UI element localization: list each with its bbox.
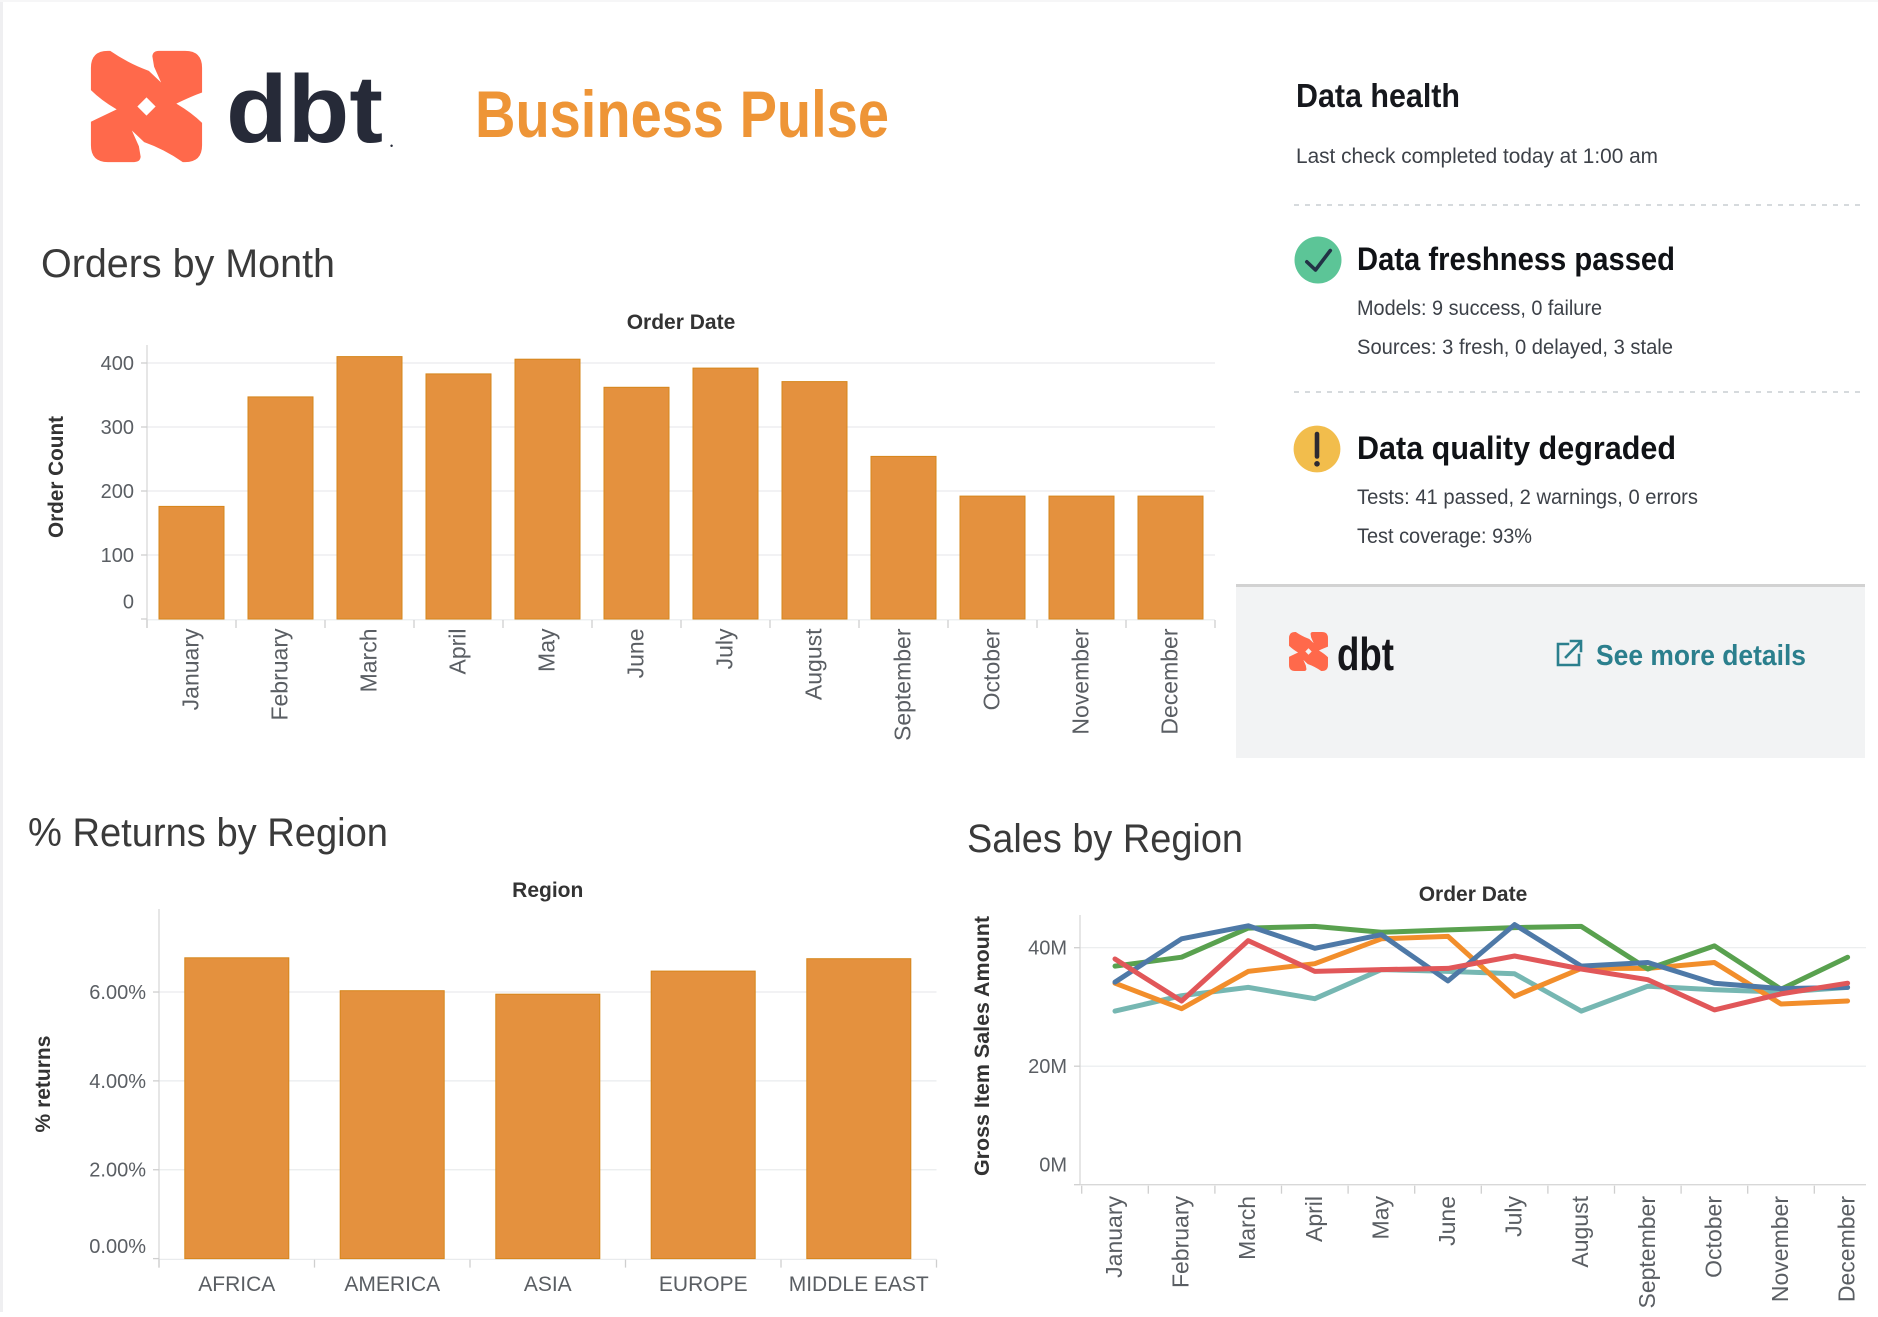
svg-text:AFRICA: AFRICA	[198, 1273, 275, 1296]
svg-text:Data freshness passed: Data freshness passed	[1357, 241, 1675, 277]
svg-text:July: July	[1501, 1196, 1527, 1237]
svg-text:AMERICA: AMERICA	[344, 1273, 440, 1296]
svg-text:See more details: See more details	[1596, 640, 1806, 672]
svg-text:300: 300	[101, 417, 134, 439]
svg-text:MIDDLE EAST: MIDDLE EAST	[789, 1273, 929, 1296]
svg-text:Last check completed today at: Last check completed today at 1:00 am	[1296, 145, 1658, 168]
svg-text:August: August	[801, 628, 827, 700]
svg-text:4.00%: 4.00%	[89, 1071, 146, 1093]
svg-text:•: •	[390, 141, 393, 151]
svg-text:2.00%: 2.00%	[89, 1160, 146, 1182]
svg-text:dbt: dbt	[1337, 628, 1394, 680]
svg-text:December: December	[1157, 628, 1183, 734]
svg-text:February: February	[1168, 1196, 1194, 1289]
svg-text:April: April	[1301, 1196, 1327, 1242]
svg-text:November: November	[1767, 1196, 1793, 1302]
svg-text:February: February	[267, 628, 293, 721]
svg-text:0M: 0M	[1039, 1155, 1067, 1177]
svg-text:ASIA: ASIA	[524, 1273, 572, 1296]
svg-text:6.00%: 6.00%	[89, 982, 146, 1004]
svg-text:September: September	[890, 628, 916, 741]
svg-text:June: June	[623, 629, 649, 679]
svg-text:0.00%: 0.00%	[89, 1236, 146, 1258]
svg-text:Data quality degraded: Data quality degraded	[1357, 430, 1676, 466]
svg-text:Order Date: Order Date	[1419, 883, 1528, 906]
svg-text:% Returns by Region: % Returns by Region	[28, 811, 388, 855]
svg-text:Orders by Month: Orders by Month	[41, 242, 335, 286]
svg-text:Models: 9 success, 0 failure: Models: 9 success, 0 failure	[1357, 297, 1602, 320]
svg-text:Sources: 3 fresh, 0 delayed, 3: Sources: 3 fresh, 0 delayed, 3 stale	[1357, 336, 1673, 359]
svg-text:% returns: % returns	[32, 1036, 55, 1133]
svg-text:December: December	[1834, 1196, 1860, 1302]
svg-text:October: October	[1700, 1196, 1726, 1278]
svg-text:40M: 40M	[1028, 938, 1067, 960]
svg-text:November: November	[1068, 628, 1094, 734]
svg-text:August: August	[1567, 1195, 1593, 1267]
svg-text:0: 0	[123, 592, 134, 614]
svg-text:July: July	[712, 628, 738, 669]
svg-text:June: June	[1434, 1196, 1460, 1246]
svg-text:EUROPE: EUROPE	[659, 1273, 748, 1296]
svg-text:Test coverage: 93%: Test coverage: 93%	[1357, 525, 1532, 548]
svg-text:Gross Item Sales Amount: Gross Item Sales Amount	[970, 916, 994, 1176]
svg-text:January: January	[1101, 1196, 1127, 1278]
svg-text:May: May	[1367, 1196, 1393, 1240]
svg-text:Data health: Data health	[1296, 77, 1460, 114]
svg-text:20M: 20M	[1028, 1056, 1067, 1078]
svg-text:Tests: 41 passed, 2 warnings,: Tests: 41 passed, 2 warnings, 0 errors	[1357, 486, 1698, 509]
svg-text:400: 400	[101, 353, 134, 375]
svg-text:March: March	[356, 629, 382, 693]
svg-text:March: March	[1234, 1196, 1260, 1260]
svg-text:April: April	[445, 629, 471, 675]
svg-text:January: January	[178, 628, 204, 710]
svg-text:Order Date: Order Date	[627, 311, 736, 334]
svg-text:Order Count: Order Count	[45, 416, 68, 538]
svg-text:Sales by Region: Sales by Region	[967, 817, 1243, 861]
svg-text:200: 200	[101, 481, 134, 503]
svg-text:100: 100	[101, 545, 134, 567]
svg-text:Business Pulse: Business Pulse	[475, 77, 889, 151]
svg-text:October: October	[979, 628, 1005, 710]
svg-text:Region: Region	[512, 879, 583, 902]
svg-text:dbt: dbt	[226, 56, 383, 163]
svg-text:September: September	[1634, 1196, 1660, 1309]
svg-text:May: May	[534, 628, 560, 672]
